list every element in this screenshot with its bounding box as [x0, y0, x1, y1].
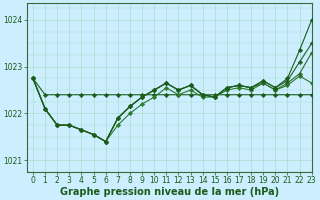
X-axis label: Graphe pression niveau de la mer (hPa): Graphe pression niveau de la mer (hPa)	[60, 187, 279, 197]
